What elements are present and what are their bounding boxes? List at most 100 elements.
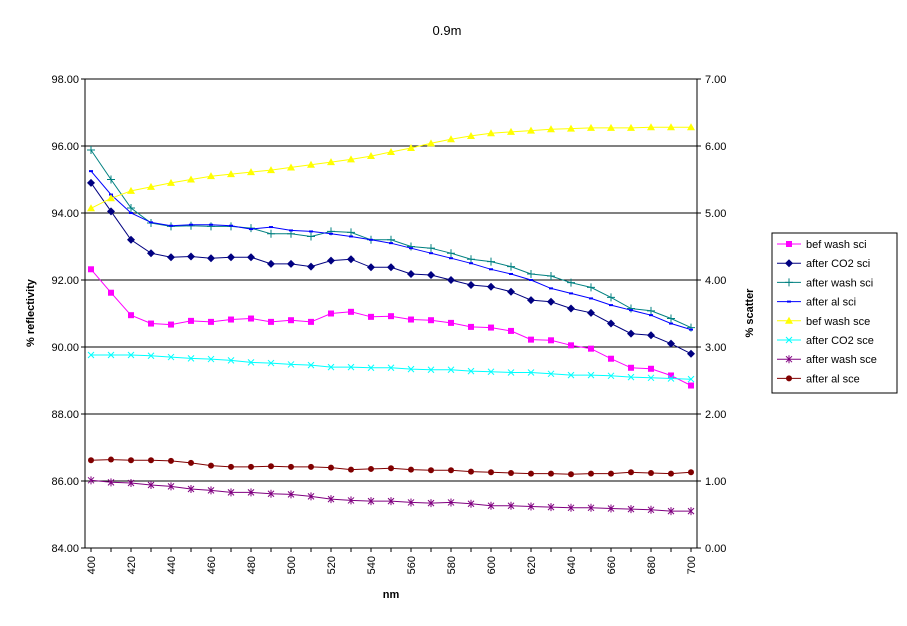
data-point-after-wash-sci: [527, 269, 535, 278]
data-point-after-al-sce: [88, 457, 94, 464]
data-point-bef-wash-sci: [88, 266, 94, 273]
data-point-bef-wash-sce: [347, 155, 355, 163]
data-point-bef-wash-sci: [368, 313, 374, 320]
data-point-after-al-sce: [308, 463, 314, 470]
series-line-after-wash-sce: [90, 479, 691, 512]
data-point-after-wash-sce: [267, 489, 275, 498]
data-point-after-wash-sci: [467, 255, 475, 264]
legend-label: bef wash sce: [806, 316, 870, 328]
series-line-after-al-sci: [90, 170, 692, 331]
data-point-after-al-sce: [448, 467, 454, 474]
data-point-after-co2-sce: [687, 375, 695, 383]
legend-item-bef-wash-sce: bef wash sce: [777, 316, 870, 328]
y-right-tick-label: 3.00: [705, 342, 726, 354]
data-point-bef-wash-sce: [307, 160, 315, 168]
data-point-after-co2-sce: [87, 351, 95, 359]
y-left-tick-label: 84.00: [51, 543, 79, 555]
data-point-bef-wash-sce: [387, 148, 395, 156]
series-after-co2-sci: [87, 178, 695, 358]
data-point-after-co2-sce: [247, 359, 255, 366]
legend-item-after-wash-sci: after wash sci: [777, 277, 873, 289]
y-axis-right-label: % scatter: [744, 288, 756, 338]
data-point-bef-wash-sce: [487, 129, 495, 137]
data-point-bef-wash-sci: [568, 342, 574, 349]
x-axis-label: nm: [383, 589, 400, 601]
data-point-after-wash-sci: [447, 249, 455, 258]
data-point-after-al-sce: [288, 463, 294, 470]
data-point-bef-wash-sce: [407, 144, 415, 152]
data-point-after-co2-sce: [267, 359, 275, 367]
data-point-bef-wash-sce: [327, 158, 335, 166]
data-point-bef-wash-sci: [428, 317, 434, 324]
data-point-bef-wash-sci: [308, 318, 314, 325]
data-point-bef-wash-sce: [567, 124, 575, 132]
data-point-after-al-sce: [208, 462, 214, 469]
data-point-after-wash-sce: [387, 497, 395, 506]
data-point-after-co2-sce: [387, 364, 395, 372]
data-point-after-co2-sci: [627, 329, 635, 338]
x-tick-label: 520: [326, 556, 338, 574]
data-point-after-wash-sce: [287, 490, 295, 499]
y-axis-left-label: % reflectivity: [25, 278, 37, 347]
data-point-bef-wash-sci: [668, 372, 674, 379]
data-point-after-wash-sci: [207, 222, 215, 231]
y-left-tick-label: 96.00: [51, 141, 79, 153]
data-point-bef-wash-sci: [188, 317, 194, 324]
data-point-after-al-sce: [328, 464, 334, 471]
series-group: [87, 123, 695, 516]
data-point-after-wash-sce: [687, 507, 695, 516]
data-point-bef-wash-sce: [427, 139, 435, 147]
data-point-after-al-sce: [488, 469, 494, 476]
data-point-bef-wash-sce: [207, 172, 215, 180]
data-point-after-co2-sce: [607, 372, 615, 380]
data-point-after-al-sce: [508, 469, 514, 476]
data-point-bef-wash-sci: [588, 345, 594, 352]
data-point-after-co2-sci: [647, 331, 655, 340]
data-point-after-co2-sci: [367, 263, 375, 272]
data-point-bef-wash-sci: [548, 337, 554, 344]
chart-title: 0.9m: [433, 23, 462, 38]
x-tick-label: 460: [206, 556, 218, 574]
x-tick-label: 680: [646, 556, 658, 574]
series-after-wash-sce: [87, 476, 695, 516]
data-point-bef-wash-sce: [587, 123, 595, 131]
x-axis: 400 420 440 460 480 500 520 540 560 580 600 620 640 6…: [86, 548, 698, 574]
legend-item-after-co2-sce: after CO2 sce: [777, 335, 874, 347]
data-point-bef-wash-sce: [87, 204, 95, 212]
data-point-after-al-sce: [248, 463, 254, 470]
data-point-bef-wash-sci: [408, 316, 414, 323]
data-point-after-wash-sce: [547, 503, 555, 512]
y-right-tick-label: 4.00: [705, 275, 726, 287]
data-point-after-co2-sci: [347, 255, 355, 264]
data-point-bef-wash-sce: [667, 123, 675, 131]
data-point-after-wash-sce: [667, 507, 675, 516]
x-tick-label: 440: [166, 556, 178, 574]
data-point-after-wash-sce: [467, 499, 475, 508]
data-point-after-co2-sci: [87, 178, 95, 187]
data-point-after-co2-sce: [147, 352, 155, 360]
data-point-after-co2-sci: [127, 235, 135, 244]
legend-label: after al sci: [806, 297, 856, 309]
left-y-axis: 84.00 86.00 88.00 90.00 92.00 94.00 96.00 98.00: [51, 74, 85, 555]
data-point-after-wash-sce: [527, 502, 535, 511]
data-point-after-wash-sce: [587, 503, 595, 512]
data-point-bef-wash-sce: [187, 175, 195, 183]
data-point-after-wash-sci: [267, 229, 275, 238]
series-bef-wash-sce: [87, 123, 695, 212]
data-point-after-co2-sci: [227, 253, 235, 262]
data-point-after-wash-sce: [627, 505, 635, 514]
data-point-after-wash-sci: [567, 278, 575, 287]
legend-label: bef wash sci: [806, 239, 867, 251]
data-point-after-co2-sce: [307, 361, 315, 369]
x-tick-label: 600: [486, 556, 498, 574]
data-point-bef-wash-sci: [148, 320, 154, 327]
data-point-after-wash-sce: [247, 488, 255, 497]
series-line-bef-wash-sce: [90, 126, 691, 209]
data-point-after-co2-sci: [327, 256, 335, 265]
data-point-after-co2-sci: [287, 259, 295, 268]
data-point-after-al-sce: [368, 465, 374, 472]
series-after-co2-sce: [87, 351, 695, 383]
right-y-axis: 0.00 1.00 2.00 3.00 4.00 5.00 6.00 7.00: [697, 74, 726, 555]
data-point-after-al-sce: [688, 469, 694, 476]
data-point-bef-wash-sci: [108, 289, 114, 296]
